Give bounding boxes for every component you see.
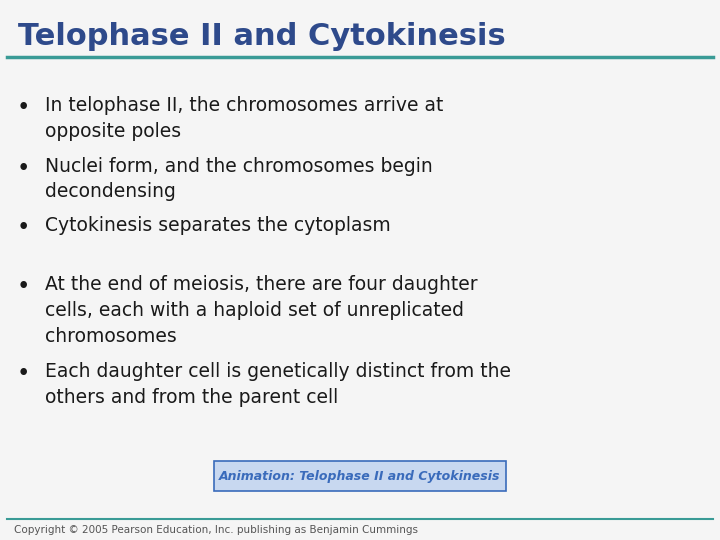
Text: At the end of meiosis, there are four daughter
cells, each with a haploid set of: At the end of meiosis, there are four da… [45,275,478,346]
Text: Animation: Telophase II and Cytokinesis: Animation: Telophase II and Cytokinesis [220,470,500,483]
FancyBboxPatch shape [214,461,506,491]
Text: Nuclei form, and the chromosomes begin
decondensing: Nuclei form, and the chromosomes begin d… [45,157,433,201]
Text: In telophase II, the chromosomes arrive at
opposite poles: In telophase II, the chromosomes arrive … [45,96,444,141]
Text: Cytokinesis separates the cytoplasm: Cytokinesis separates the cytoplasm [45,216,391,235]
Text: •: • [17,96,30,119]
Text: •: • [17,362,30,385]
Text: •: • [17,157,30,180]
Text: Copyright © 2005 Pearson Education, Inc. publishing as Benjamin Cummings: Copyright © 2005 Pearson Education, Inc.… [14,524,418,535]
Text: •: • [17,275,30,299]
Text: •: • [17,216,30,239]
Text: Telophase II and Cytokinesis: Telophase II and Cytokinesis [18,22,505,51]
Text: Each daughter cell is genetically distinct from the
others and from the parent c: Each daughter cell is genetically distin… [45,362,511,407]
